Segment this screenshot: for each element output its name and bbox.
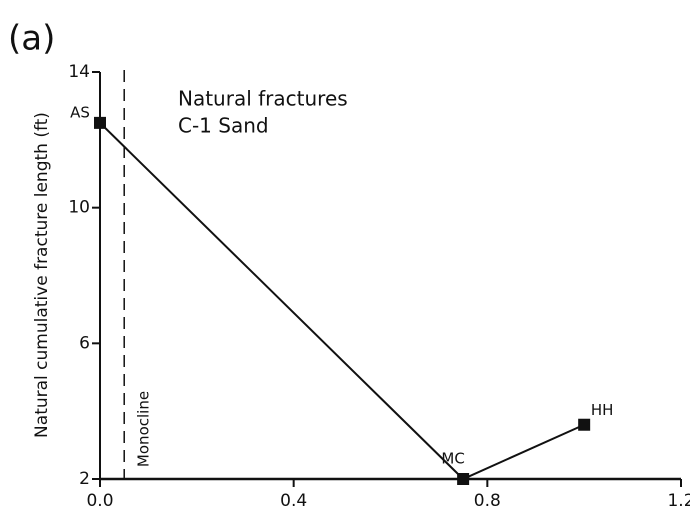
x-tick-label: 0.0: [86, 491, 113, 511]
x-tick-label: 1.2: [667, 491, 690, 511]
y-axis-label: Natural cumulative fracture length (ft): [32, 112, 52, 438]
y-tick-label: 10: [68, 198, 90, 218]
point-label: MC: [441, 450, 464, 468]
annotation: C-1 Sand: [178, 114, 269, 138]
data-line: [99, 122, 585, 481]
annotation: Natural fractures: [178, 87, 348, 111]
point-label: HH: [591, 401, 614, 419]
y-tick-label: 2: [79, 469, 90, 489]
y-tick-label: 6: [79, 333, 90, 353]
y-tick-label: 14: [68, 62, 90, 82]
x-tick-label: 0.4: [280, 491, 307, 511]
data-point: [578, 418, 591, 431]
panel-label: (a): [8, 19, 55, 59]
point-label: AS: [70, 103, 90, 121]
reference-label: Monocline: [135, 391, 153, 467]
x-tick-label: 0.8: [474, 491, 501, 511]
data-point: [457, 473, 470, 485]
data-point: [94, 116, 106, 129]
